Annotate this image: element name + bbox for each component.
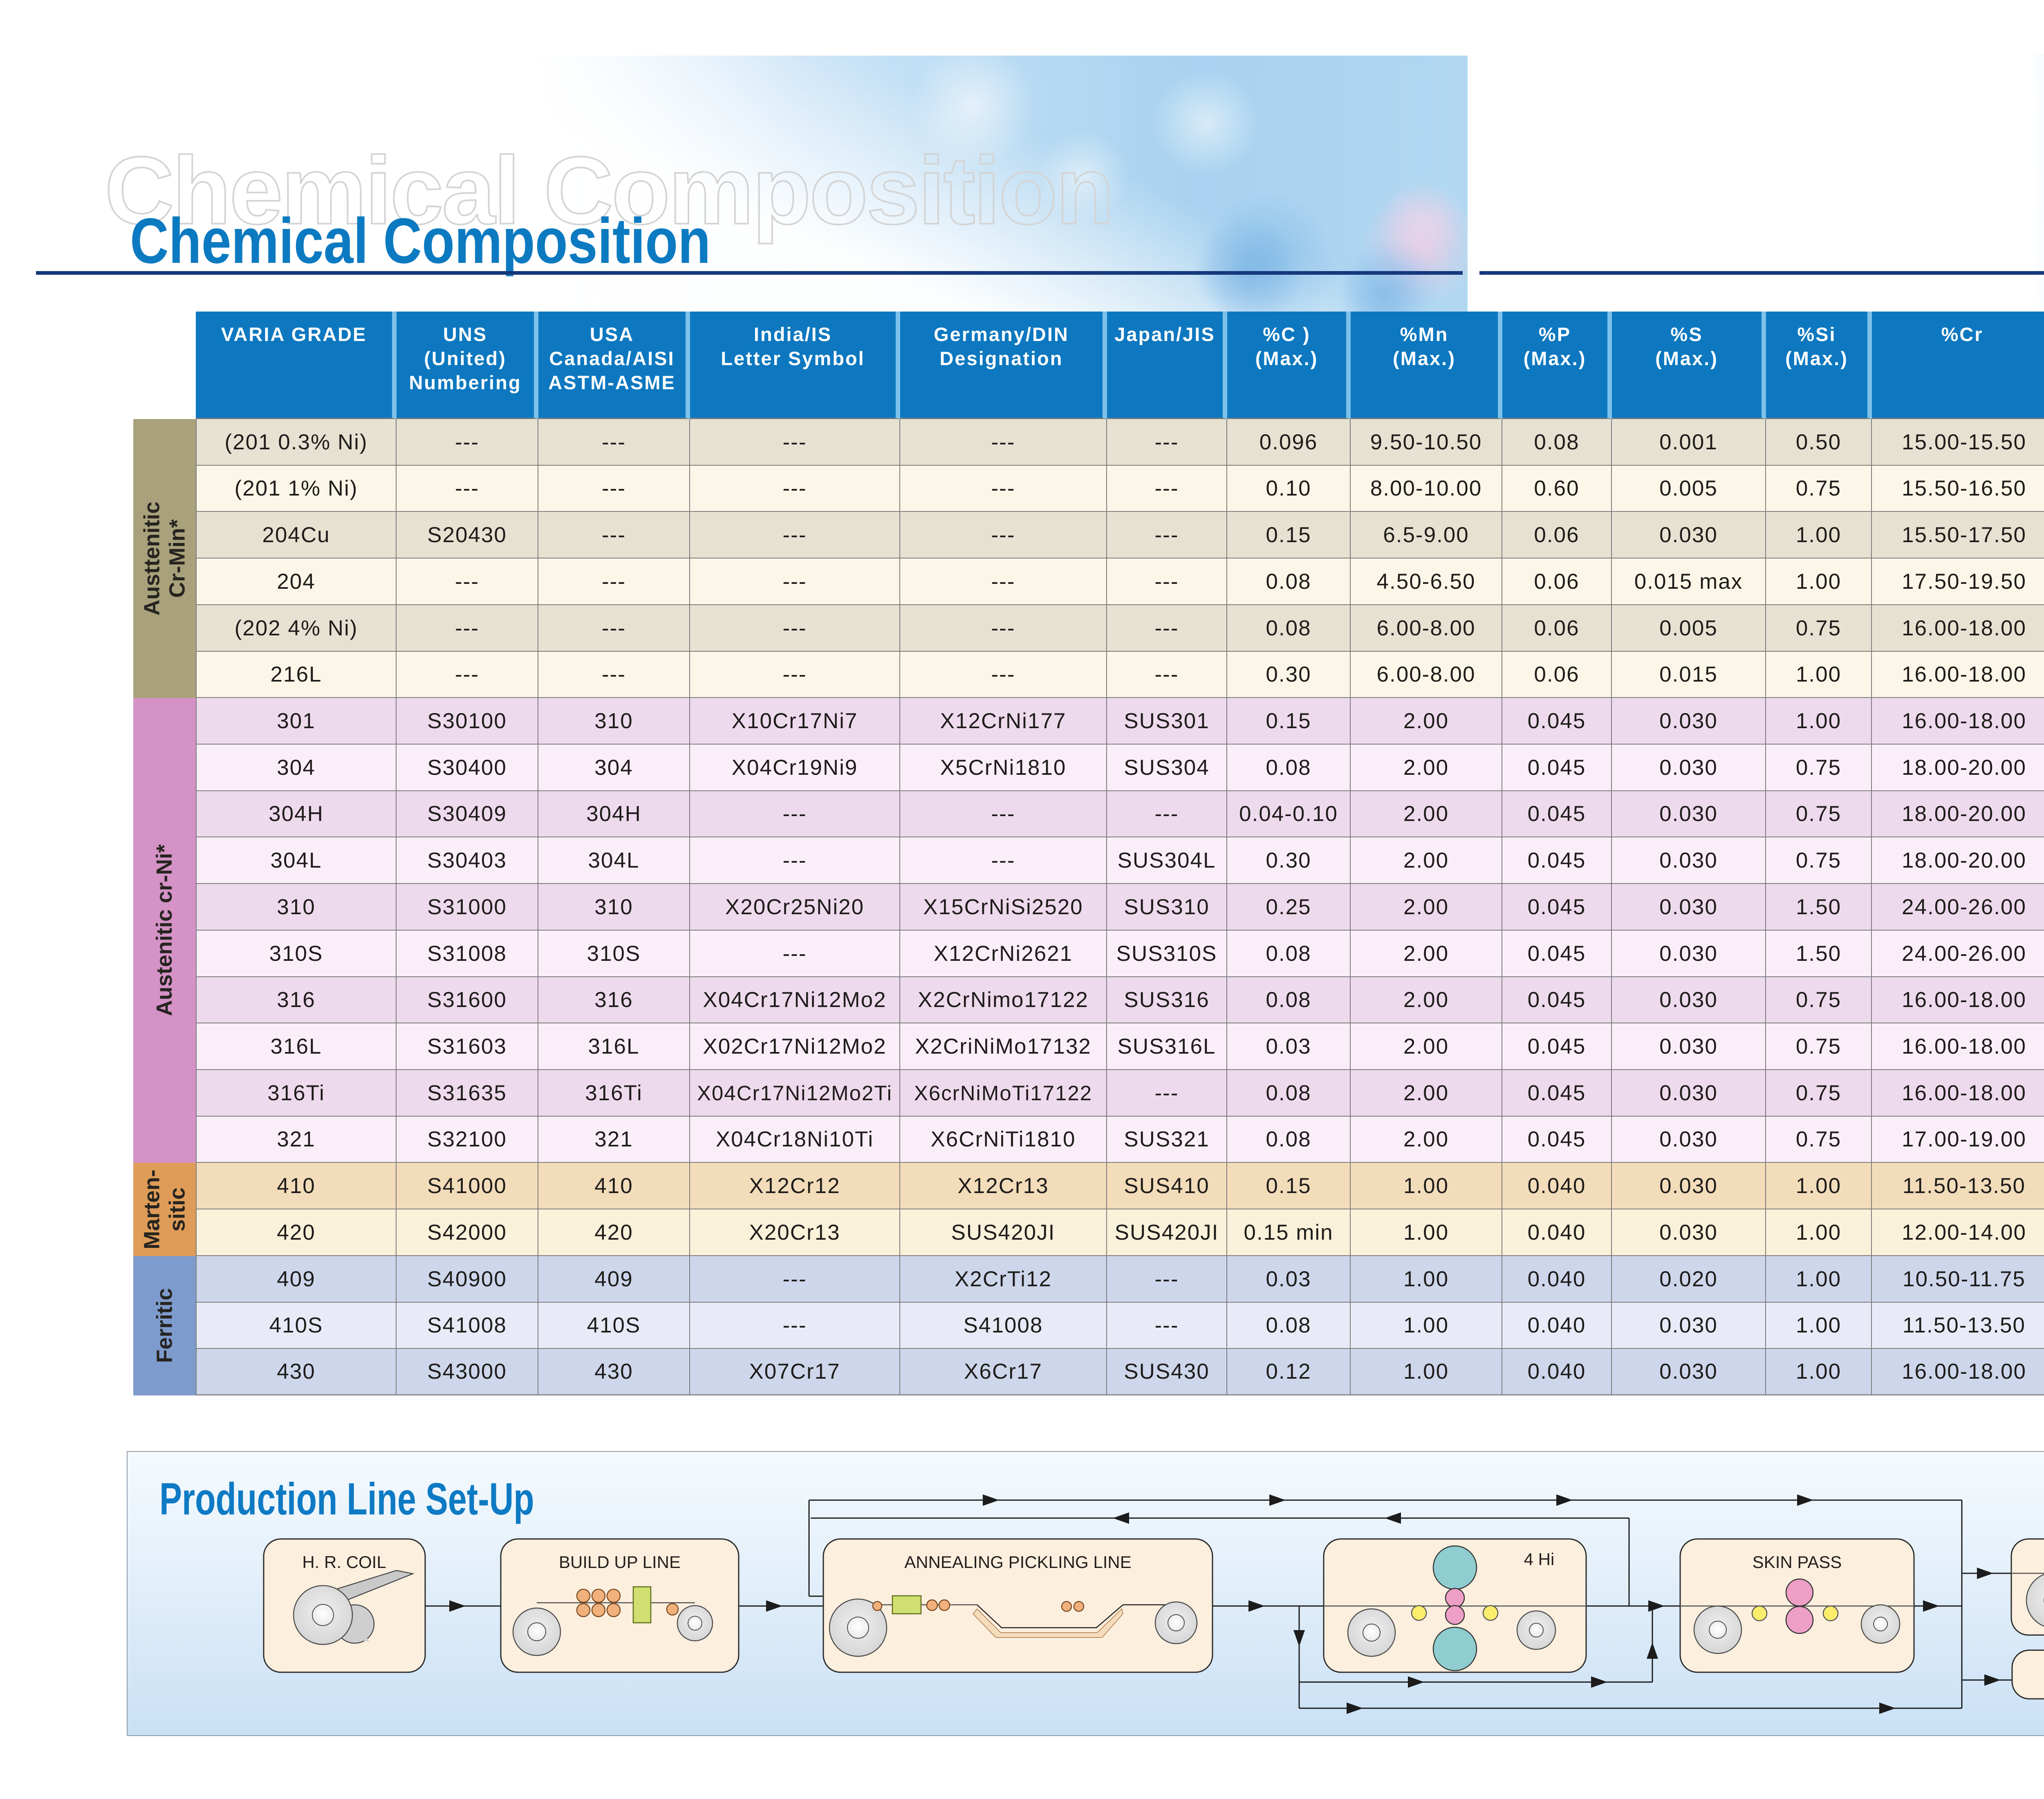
svg-text:SKIN PASS: SKIN PASS [1753, 1552, 1842, 1572]
svg-text:ANNEALING PICKLING LINE: ANNEALING PICKLING LINE [904, 1552, 1132, 1572]
svg-text:H. R. COIL: H. R. COIL [302, 1552, 386, 1572]
svg-text:4 Hi: 4 Hi [1524, 1550, 1555, 1569]
svg-text:BUILD UP LINE: BUILD UP LINE [559, 1552, 681, 1572]
